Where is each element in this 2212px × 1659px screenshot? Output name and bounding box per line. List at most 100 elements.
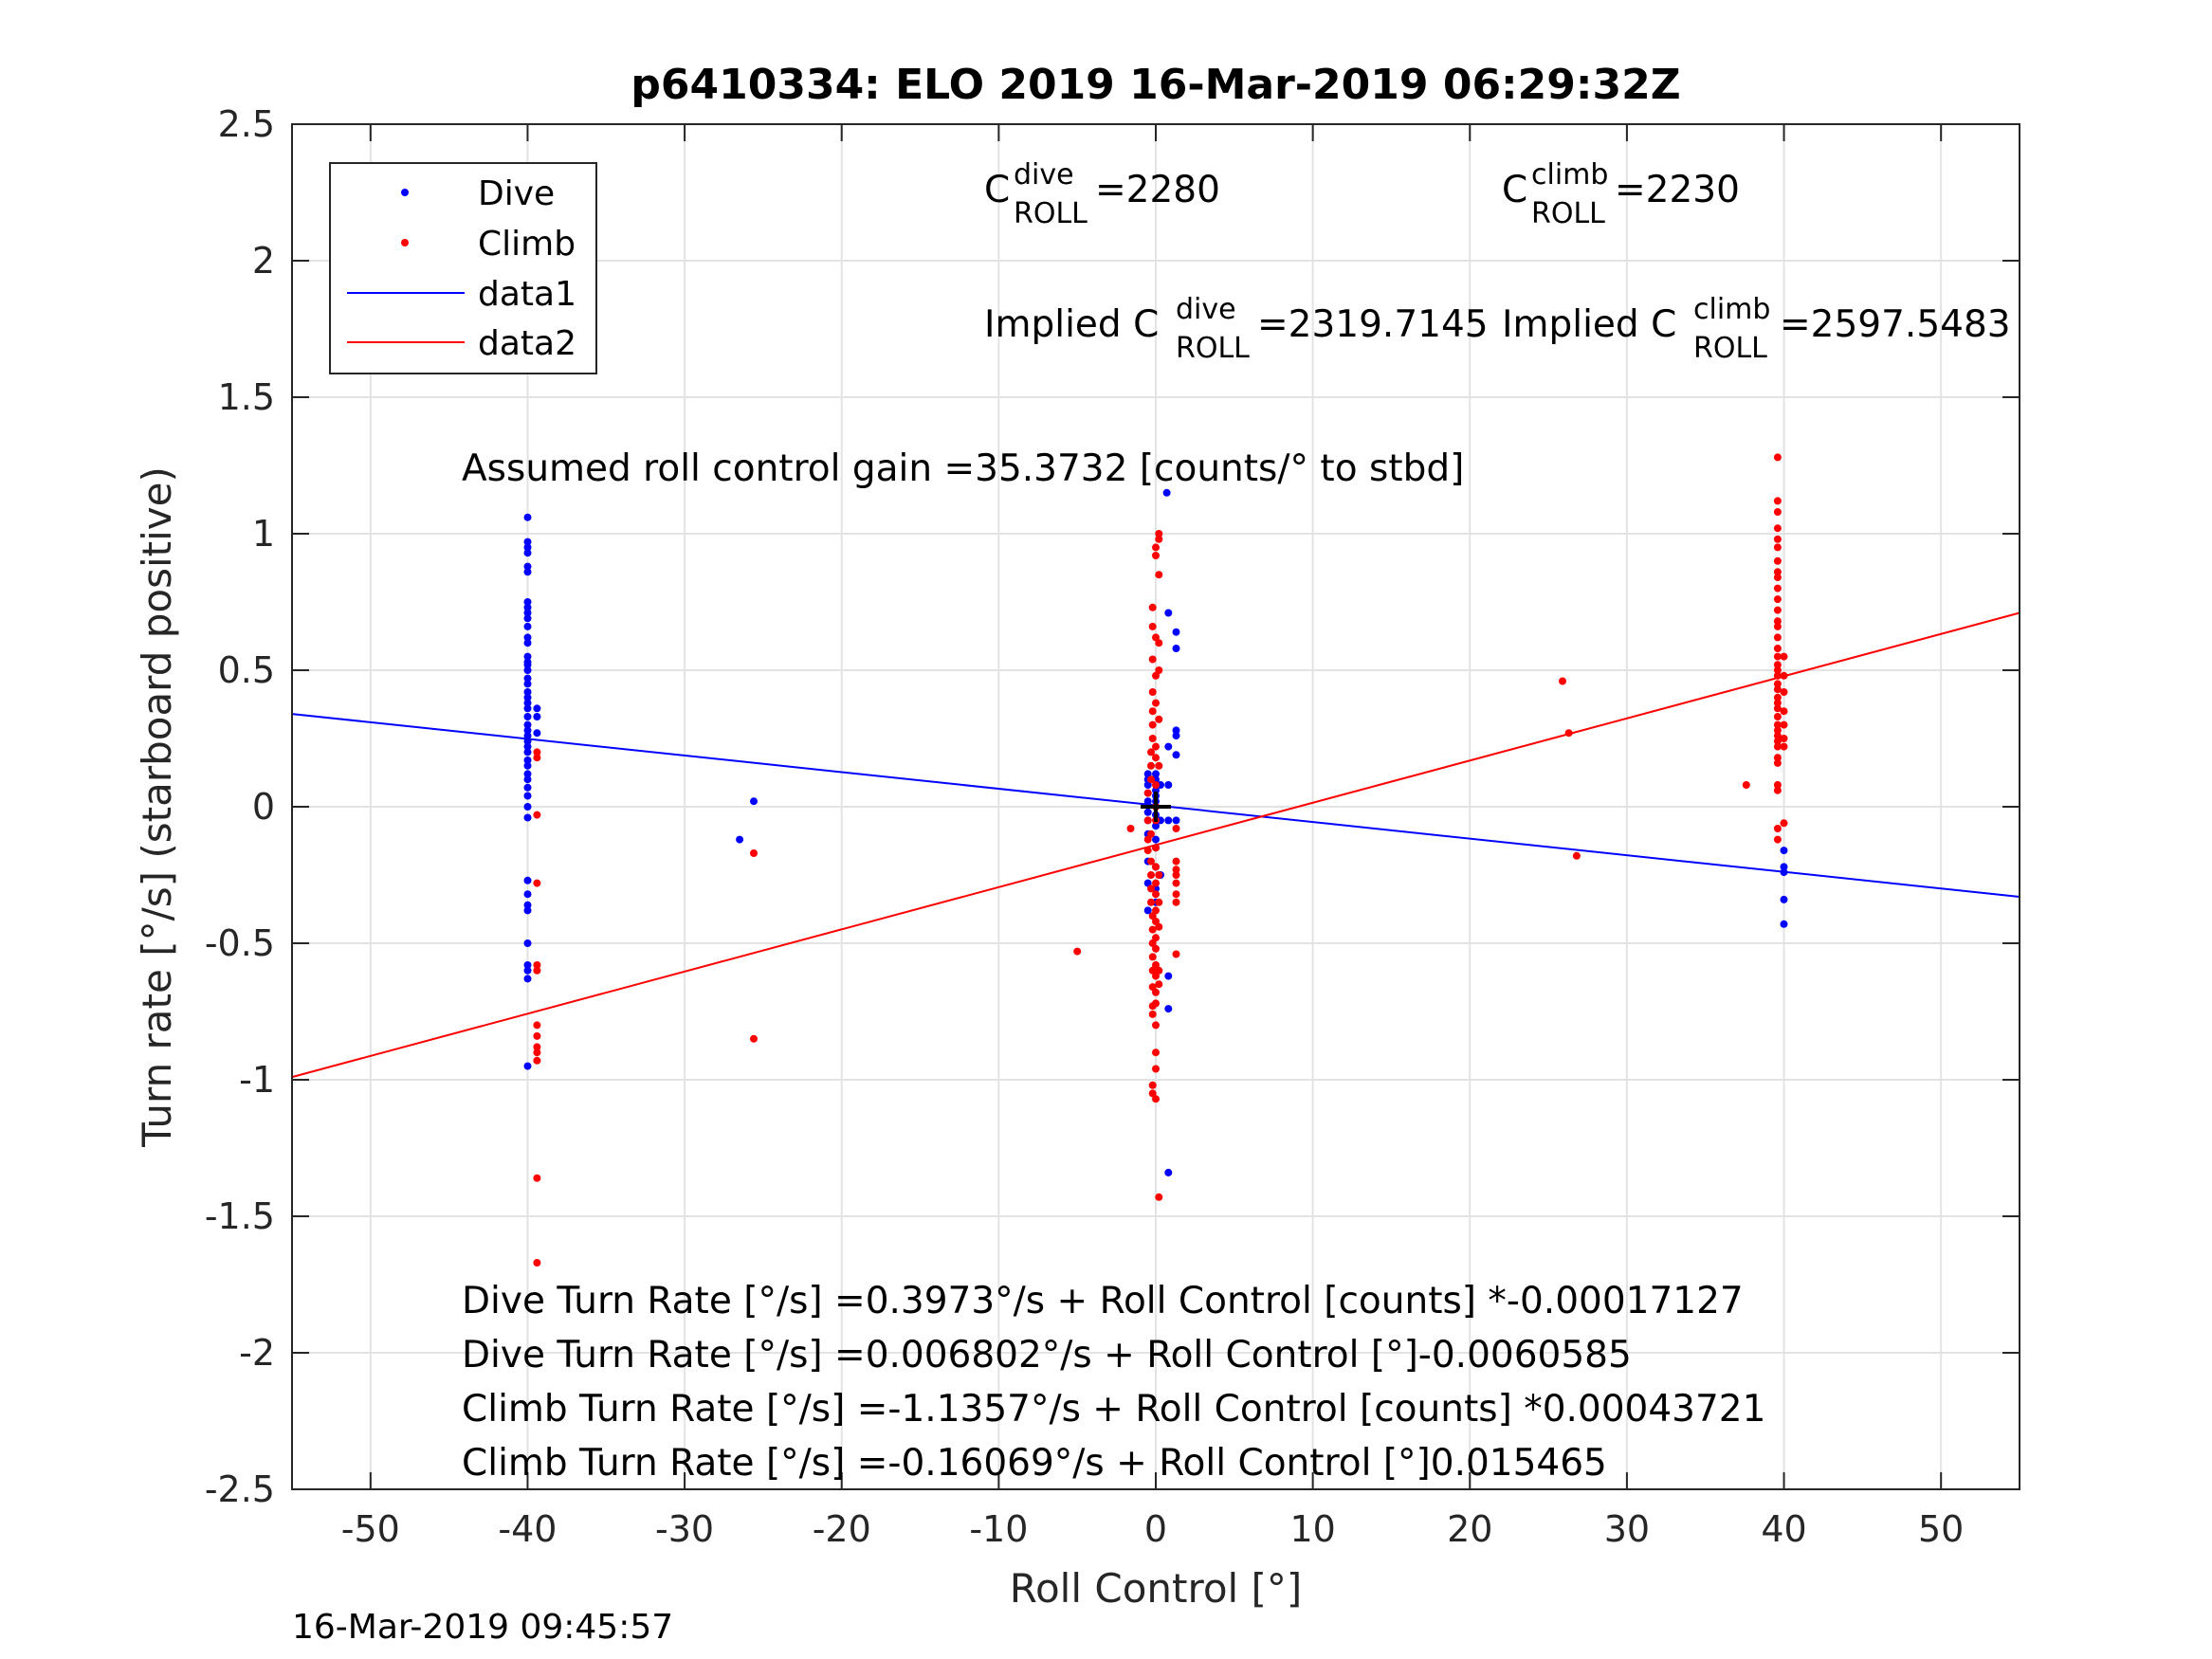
point-climb — [1172, 898, 1180, 906]
point-climb — [750, 1034, 758, 1043]
point-climb — [1773, 652, 1782, 661]
point-dive — [523, 975, 532, 983]
point-climb — [1172, 871, 1180, 879]
point-dive — [1172, 751, 1180, 759]
point-climb — [533, 1043, 541, 1051]
point-climb — [1148, 912, 1157, 921]
point-climb — [1773, 713, 1782, 720]
point-climb — [1773, 595, 1782, 604]
point-climb — [1152, 1021, 1160, 1030]
point-climb — [1147, 884, 1155, 893]
point-climb — [1143, 835, 1152, 844]
point-dive — [523, 813, 532, 822]
point-climb — [1152, 699, 1160, 707]
equation-climb-degrees: Climb Turn Rate [°/s] =-0.16069°/s + Rol… — [462, 1442, 1607, 1485]
point-dive — [523, 876, 532, 884]
point-dive — [1164, 609, 1173, 617]
point-climb — [1148, 622, 1157, 630]
point-climb — [1773, 825, 1782, 832]
y-tick-label: -0.5 — [205, 922, 275, 964]
point-dive — [1172, 645, 1180, 652]
point-climb — [1152, 671, 1160, 680]
point-climb — [533, 1259, 541, 1267]
point-climb — [533, 1031, 541, 1040]
point-climb — [1773, 732, 1782, 740]
point-climb — [1148, 939, 1157, 947]
point-climb — [1147, 871, 1155, 879]
point-climb — [1773, 574, 1782, 582]
point-dive — [523, 737, 532, 745]
point-climb — [1773, 584, 1782, 592]
point-dive — [523, 792, 532, 800]
point-dive — [523, 639, 532, 647]
point-dive — [1164, 1168, 1173, 1176]
point-climb — [1152, 633, 1160, 642]
x-tick-label: -10 — [969, 1508, 1028, 1550]
x-tick-label: -30 — [655, 1508, 714, 1550]
point-dive — [523, 614, 532, 623]
point-climb — [1152, 863, 1160, 871]
y-tick-label: -1.5 — [205, 1195, 275, 1237]
point-climb — [1143, 789, 1152, 797]
y-tick-label: 0.5 — [218, 649, 275, 691]
point-dive — [523, 757, 532, 764]
implied-climb-sub: ROLL — [1693, 332, 1767, 365]
x-tick-label: 30 — [1604, 1508, 1650, 1550]
c-dive-base: C — [984, 169, 1010, 211]
point-dive — [1172, 816, 1180, 825]
point-climb — [1155, 871, 1163, 879]
point-climb — [1152, 552, 1160, 559]
point-dive — [523, 906, 532, 915]
point-dive — [1143, 906, 1152, 915]
point-climb — [1143, 847, 1152, 855]
point-climb — [1773, 633, 1782, 642]
equation-dive-counts: Dive Turn Rate [°/s] =0.3973°/s + Roll C… — [462, 1280, 1744, 1322]
point-climb — [533, 1174, 541, 1182]
point-climb — [1147, 830, 1155, 838]
implied-dive-value: =2319.7145 — [1257, 303, 1489, 346]
point-climb — [1773, 556, 1782, 565]
point-climb — [533, 754, 541, 762]
point-climb — [1773, 704, 1782, 713]
point-climb — [1780, 688, 1788, 696]
point-dive — [1164, 1005, 1173, 1013]
equation-dive-degrees: Dive Turn Rate [°/s] =0.006802°/s + Roll… — [462, 1334, 1632, 1376]
point-climb — [1148, 655, 1157, 664]
y-tick-label: -2 — [239, 1332, 275, 1374]
point-dive — [523, 598, 532, 606]
point-climb — [1773, 781, 1782, 789]
equation-climb-counts: Climb Turn Rate [°/s] =-1.1357°/s + Roll… — [462, 1388, 1765, 1431]
point-dive — [1164, 816, 1173, 825]
point-climb — [1773, 568, 1782, 576]
point-climb — [533, 961, 541, 969]
point-dive — [523, 720, 532, 729]
chart-title: p6410334: ELO 2019 16-Mar-2019 06:29:32Z — [631, 61, 1680, 109]
point-dive — [523, 961, 532, 969]
point-dive — [1143, 797, 1152, 806]
point-dive — [1780, 920, 1788, 928]
point-climb — [1172, 857, 1180, 866]
point-dive — [523, 783, 532, 792]
c-dive-sub: ROLL — [1014, 197, 1088, 230]
point-climb — [1148, 953, 1157, 961]
point-climb — [1155, 1193, 1163, 1201]
point-climb — [533, 1048, 541, 1057]
point-climb — [1773, 497, 1782, 505]
point-climb — [1152, 1095, 1160, 1103]
point-climb — [1147, 748, 1155, 757]
point-climb — [1773, 737, 1782, 745]
point-climb — [1148, 966, 1157, 975]
point-climb — [1773, 742, 1782, 751]
point-dive — [523, 704, 532, 713]
y-tick-label: 1 — [252, 513, 275, 555]
point-climb — [533, 1056, 541, 1065]
point-climb — [533, 879, 541, 887]
point-climb — [1148, 1081, 1157, 1089]
point-dive — [1143, 770, 1152, 778]
point-climb — [1147, 761, 1155, 770]
c-climb-base: C — [1502, 169, 1527, 211]
point-dive — [533, 713, 541, 720]
point-climb — [1773, 685, 1782, 694]
point-climb — [1780, 671, 1788, 680]
implied-dive-sup: dive — [1176, 293, 1236, 326]
